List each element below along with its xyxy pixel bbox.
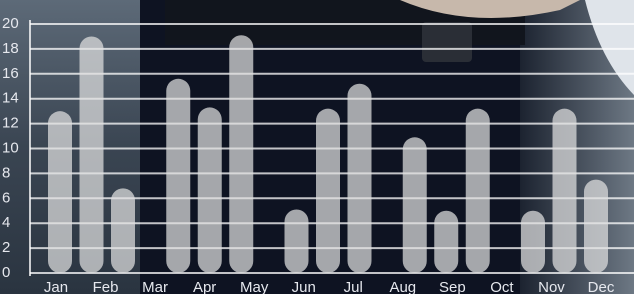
y-tick-label: 10 bbox=[2, 139, 19, 156]
y-tick-label: 16 bbox=[2, 65, 19, 82]
x-tick-label: Oct bbox=[490, 279, 514, 294]
bar bbox=[348, 84, 372, 273]
x-tick-label: May bbox=[240, 279, 269, 294]
bar bbox=[285, 210, 309, 273]
x-tick-label: Aug bbox=[389, 279, 416, 294]
y-tick-label: 12 bbox=[2, 115, 19, 132]
y-tick-label: 8 bbox=[2, 164, 10, 181]
bar bbox=[80, 36, 104, 273]
bar bbox=[166, 79, 190, 273]
x-tick-label: Jun bbox=[292, 279, 316, 294]
photo-buckle bbox=[422, 22, 472, 62]
bar bbox=[111, 188, 135, 273]
x-tick-label: Mar bbox=[142, 279, 168, 294]
x-tick-label: Feb bbox=[93, 279, 119, 294]
bar bbox=[229, 35, 253, 273]
y-tick-label: 20 bbox=[2, 15, 19, 32]
y-tick-label: 6 bbox=[2, 189, 10, 206]
y-tick-label: 4 bbox=[2, 214, 10, 231]
x-tick-label: Jul bbox=[344, 279, 363, 294]
y-tick-label: 0 bbox=[2, 264, 10, 281]
bar bbox=[553, 109, 577, 273]
bar bbox=[466, 109, 490, 273]
y-tick-label: 18 bbox=[2, 40, 19, 57]
y-tick-label: 14 bbox=[2, 90, 19, 107]
bar bbox=[434, 211, 458, 273]
x-tick-label: Sep bbox=[439, 279, 466, 294]
bar bbox=[48, 111, 72, 273]
chart: 0 2 4 6 8 10 12 14 16 18 20 Jan Feb Mar Apr May Jun Jul Au… bbox=[0, 0, 634, 294]
bar bbox=[198, 107, 222, 273]
x-tick-label: Jan bbox=[44, 279, 68, 294]
page: {"chart_data": {"type": "bar", "values":… bbox=[0, 0, 634, 294]
x-tick-label: Nov bbox=[538, 279, 565, 294]
bar bbox=[403, 137, 427, 273]
x-tick-label: Apr bbox=[193, 279, 216, 294]
bar bbox=[584, 180, 608, 273]
x-tick-label: Dec bbox=[588, 279, 615, 294]
bar bbox=[521, 211, 545, 273]
y-tick-label: 2 bbox=[2, 239, 10, 256]
bar bbox=[316, 109, 340, 273]
